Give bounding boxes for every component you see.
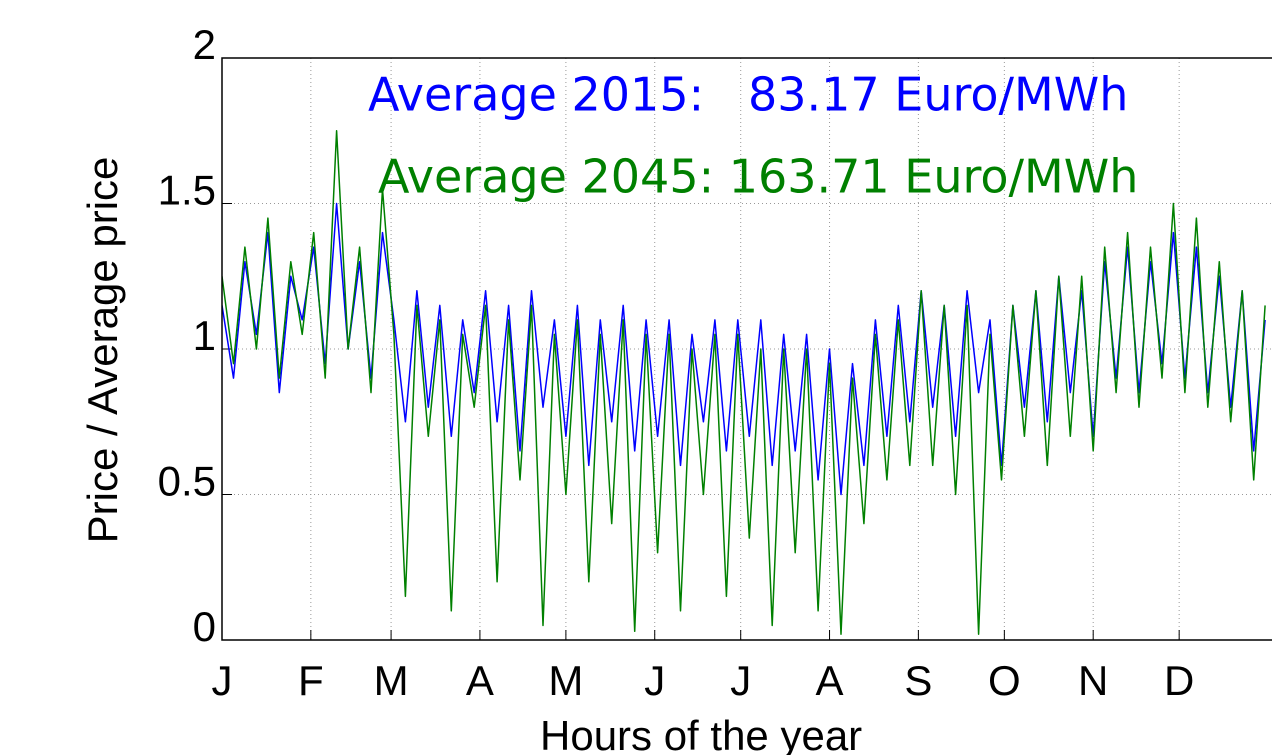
x-tick-label: A [466,657,494,704]
x-tick-label: A [816,657,844,704]
x-axis-label: Hours of the year [540,712,862,755]
x-tick-label: J [212,657,233,704]
plot-frame [221,57,1272,641]
x-tick-label: M [374,657,409,704]
y-tick-label: 1.5 [158,167,216,214]
x-tick-label: D [1164,657,1194,704]
series-line [222,130,1266,635]
x-tick-label: O [988,657,1021,704]
x-tick-label: F [298,657,324,704]
x-tick-label: S [904,657,932,704]
x-tick-label: N [1078,657,1108,704]
y-tick-label: 1 [193,312,216,359]
y-tick-label: 0 [193,603,216,650]
y-tick-label: 2 [193,21,216,68]
annotation: Average 2045: 163.71 Euro/MWh [378,150,1138,204]
annotation: Average 2015: 83.17 Euro/MWh [368,68,1128,122]
y-axis-label: Price / Average price [79,157,126,544]
x-tick-label: J [730,657,751,704]
y-tick-label: 0.5 [158,458,216,505]
plot-area [222,130,1266,635]
x-tick-label: J [644,657,665,704]
x-tick-label: M [548,657,583,704]
